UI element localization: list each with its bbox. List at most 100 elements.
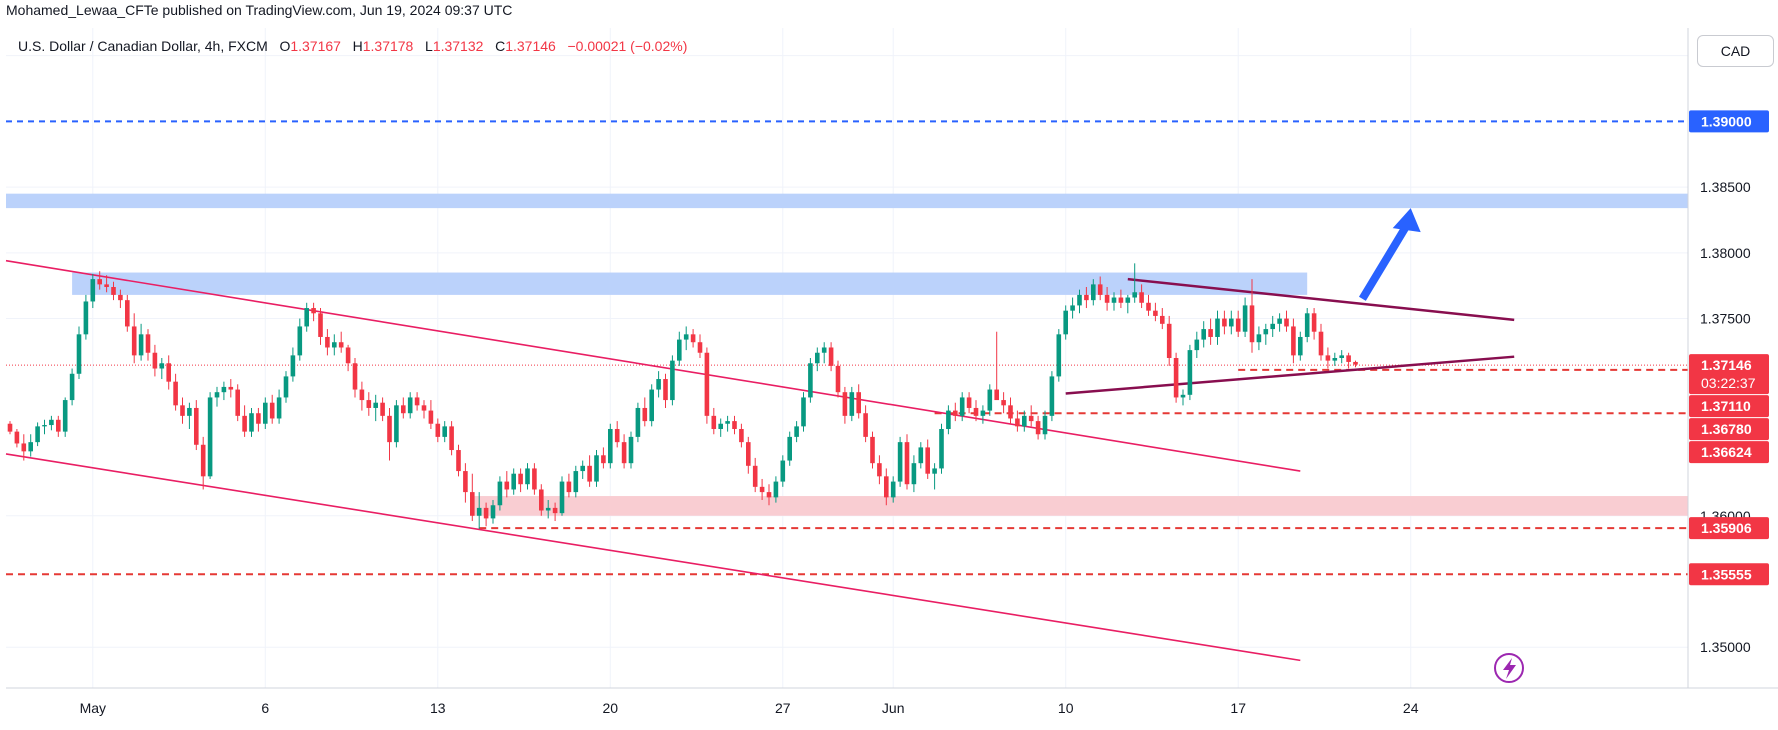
candle-body <box>125 300 130 327</box>
publisher-header: Mohamed_Lewaa_CFTe published on TradingV… <box>6 2 513 18</box>
candle-body <box>394 405 399 443</box>
candle-body <box>1222 318 1227 327</box>
open-value: 1.37167 <box>290 38 341 54</box>
candle-body <box>870 436 875 464</box>
candle-body <box>1125 297 1131 303</box>
price-label-text: 1.39000 <box>1701 113 1752 129</box>
price-label-text: 1.36624 <box>1701 444 1752 460</box>
candle-body <box>587 465 592 482</box>
candle-body <box>1180 394 1186 398</box>
close-label: C <box>495 38 506 54</box>
candle-body <box>656 379 661 390</box>
candle-body <box>407 397 413 414</box>
candle-body <box>718 423 723 429</box>
candle-body <box>683 334 689 340</box>
candle-body <box>1139 292 1144 303</box>
candle-body <box>966 397 972 408</box>
y-tick-label: 1.38000 <box>1700 245 1751 261</box>
candle-body <box>249 413 254 432</box>
candle-body <box>497 481 503 506</box>
candle-body <box>1015 418 1020 427</box>
candle-body <box>7 423 13 432</box>
candle-body <box>1022 415 1027 427</box>
candle-body <box>670 360 675 401</box>
candle-body <box>111 287 116 295</box>
ohlc-legend: U.S. Dollar / Canadian Dollar, 4h, FXCM … <box>18 38 687 54</box>
candle-body <box>449 426 454 451</box>
y-tick-label: 1.38500 <box>1700 179 1751 195</box>
candle-body <box>214 392 220 398</box>
candle-body <box>780 460 786 482</box>
candle-body <box>911 463 917 485</box>
x-tick-label: 17 <box>1230 700 1246 716</box>
candle-body <box>1008 405 1013 419</box>
candle-body <box>511 473 516 490</box>
candle-body <box>573 471 579 493</box>
price-zone <box>72 272 1308 295</box>
candle-body <box>621 442 627 464</box>
x-tick-label: 27 <box>775 700 791 716</box>
candle-body <box>463 471 468 493</box>
candle-body <box>1277 318 1282 324</box>
candle-body <box>1270 323 1275 330</box>
candle-body <box>1111 297 1117 303</box>
candle-body <box>76 334 82 374</box>
candle-body <box>1042 415 1048 435</box>
close-value: 1.37146 <box>505 38 556 54</box>
chart-arrow <box>1358 208 1421 301</box>
candle-body <box>118 294 123 301</box>
price-label-bg <box>1689 418 1769 441</box>
candle-body <box>808 363 813 398</box>
candle-body <box>532 468 537 490</box>
trendline-channel-bottom <box>5 453 1301 662</box>
price-label-text: 1.35906 <box>1701 520 1752 536</box>
candle-body <box>166 363 171 382</box>
candle-body <box>1091 284 1096 301</box>
candle-body <box>759 486 765 493</box>
low-value: 1.37132 <box>432 38 484 54</box>
candle-body <box>815 352 820 364</box>
candle-body <box>1049 376 1055 416</box>
candle-body <box>276 397 282 419</box>
chart-axes: 1.395001.385001.380001.375001.360001.350… <box>6 28 1778 716</box>
candle-body <box>980 410 986 416</box>
candle-body <box>635 407 641 437</box>
candle-body <box>773 481 779 498</box>
candle-body <box>1056 334 1062 377</box>
candle-body <box>1208 329 1213 337</box>
lightning-icon[interactable] <box>1494 653 1524 683</box>
candle-body <box>932 468 937 474</box>
currency-button[interactable]: CAD <box>1697 35 1774 67</box>
candle-body <box>1194 339 1200 351</box>
candle-body <box>387 415 392 443</box>
trendline-triangle-bottom <box>1065 355 1515 395</box>
candle-body <box>994 389 999 401</box>
candle-body <box>1339 355 1344 358</box>
candle-body <box>173 381 178 406</box>
chart-zones <box>6 193 1688 516</box>
candle-body <box>194 407 199 445</box>
candle-body <box>1256 334 1262 343</box>
candle-body <box>228 386 234 390</box>
high-label: H <box>352 38 363 54</box>
candle-body <box>366 400 372 408</box>
price-label-bg <box>1689 563 1769 586</box>
candle-body <box>263 402 268 424</box>
candle-body <box>1215 318 1220 337</box>
candle-body <box>345 347 351 364</box>
candle-body <box>325 336 330 348</box>
candle-body <box>987 389 993 411</box>
candle-body <box>373 402 378 408</box>
up-arrow-head <box>1392 208 1421 233</box>
candle-body <box>1284 318 1289 327</box>
price-label-bg <box>1689 517 1769 540</box>
candle-body <box>1291 326 1296 356</box>
candle-body <box>877 463 882 477</box>
candle-body <box>1160 315 1165 324</box>
candle-body <box>62 400 68 432</box>
candle-body <box>476 507 482 516</box>
candle-body <box>904 442 910 485</box>
candle-body <box>28 442 33 452</box>
price-label-text: 1.35555 <box>1701 566 1752 582</box>
